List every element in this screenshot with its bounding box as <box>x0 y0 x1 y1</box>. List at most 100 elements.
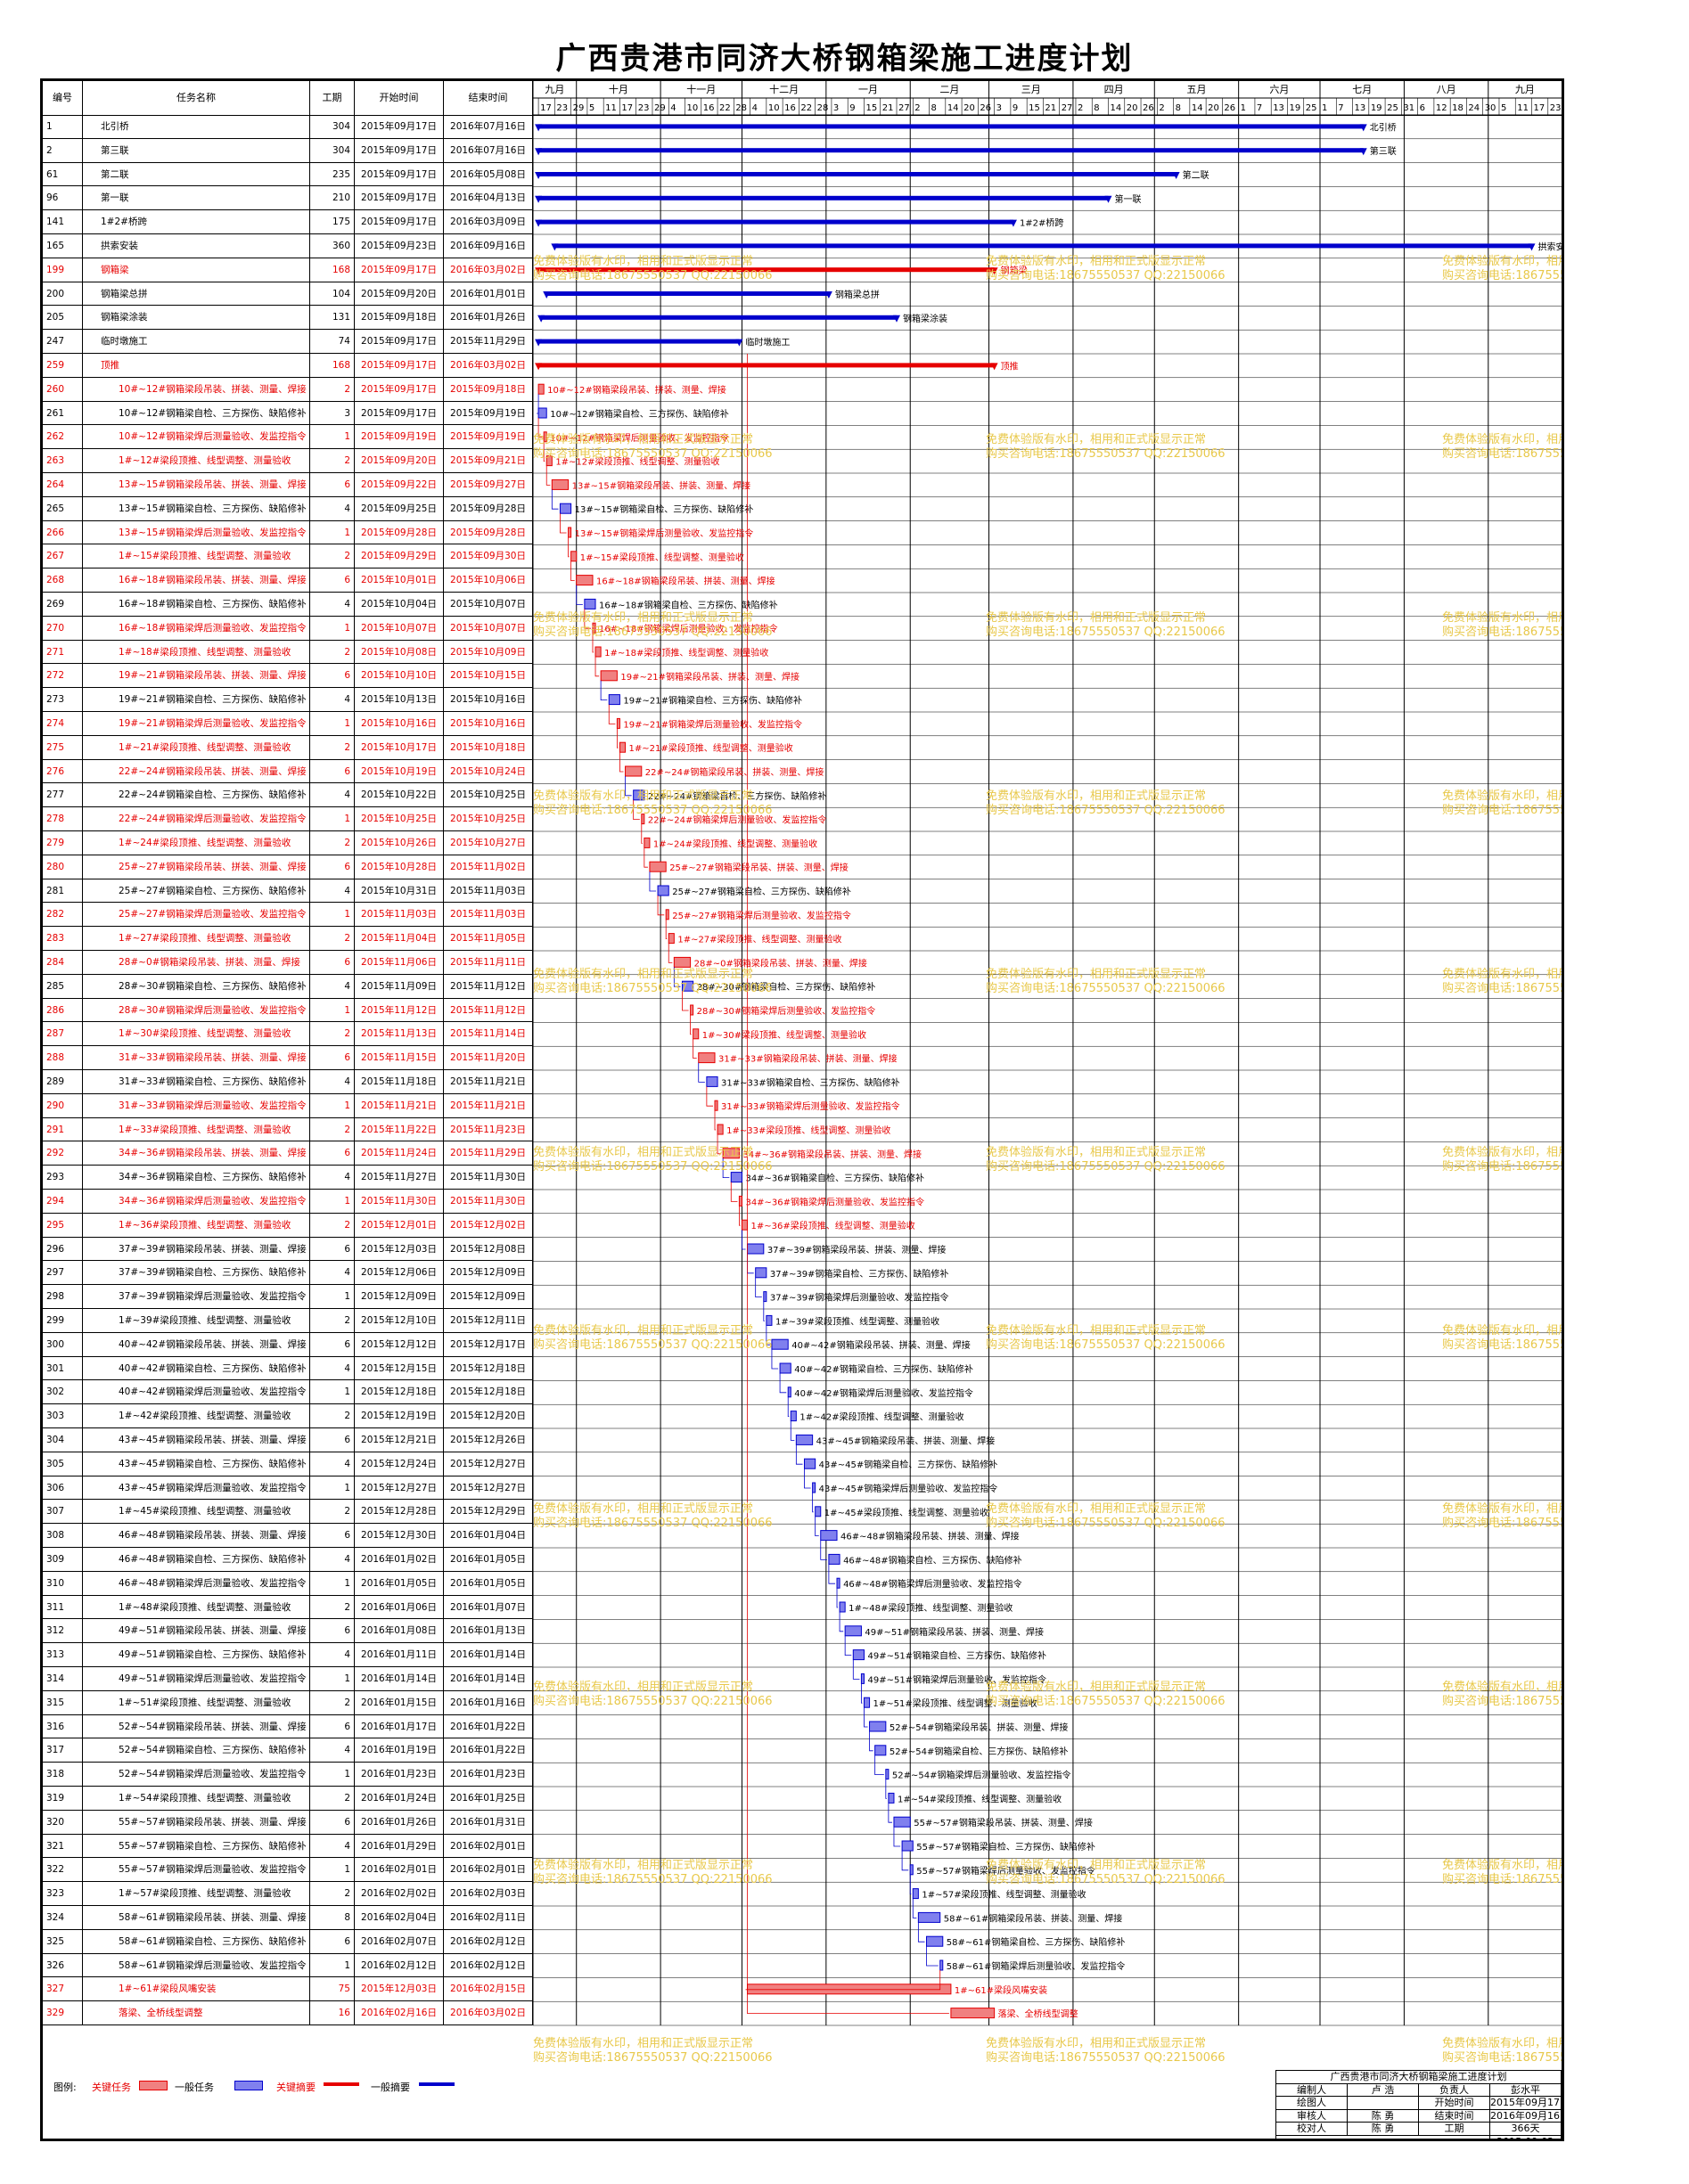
cell-name: 52#~54#钢箱梁自检、三方探伤、缺陷修补 <box>83 1738 310 1763</box>
watermark: 免费体验版有水印，相用和正式版显示正常购买咨询电话:18675550537 QQ… <box>533 611 773 640</box>
cell-id: 304 <box>43 1428 83 1452</box>
cell-duration: 1 <box>310 425 355 449</box>
dependency-link <box>755 1277 762 1297</box>
watermark-line: 购买咨询电话:18675550537 QQ:22150066 <box>986 1695 1226 1708</box>
cell-end: 2015年11月12日 <box>444 998 533 1022</box>
task-bar <box>714 1100 718 1111</box>
table-row: 294 34#~36#钢箱梁焊后测量验收、发监控指令 1 2015年11月30日 201… <box>43 1190 533 1214</box>
cell-end: 2015年12月18日 <box>444 1356 533 1380</box>
page-title: 广西贵港市同济大桥钢箱梁施工进度计划 <box>555 41 1134 77</box>
table-row: 296 37#~39#钢箱梁段吊装、拼装、测量、焊接 6 2015年12月03日 201… <box>43 1237 533 1262</box>
day-label: 14 <box>1111 103 1122 113</box>
day-label: 27 <box>898 103 910 113</box>
dependency-link <box>668 943 673 963</box>
cell-duration: 4 <box>310 1738 355 1763</box>
bar-label: 16#~18#钢箱梁焊后测量验收、发监控指令 <box>599 623 778 634</box>
table-row: 305 43#~45#钢箱梁自检、三方探伤、缺陷修补 4 2015年12月24日 201… <box>43 1452 533 1476</box>
cell-id: 263 <box>43 449 83 472</box>
table-row: 298 37#~39#钢箱梁焊后测量验收、发监控指令 1 2015年12月09日 201… <box>43 1285 533 1309</box>
cell-start: 2016年02月07日 <box>355 1929 444 1953</box>
task-bar <box>766 1314 773 1326</box>
dependency-link <box>625 776 632 797</box>
watermark-line: 免费体验版有水印，相用和正式版显示正常 <box>1442 611 1562 625</box>
cell-start: 2015年10月07日 <box>355 616 444 640</box>
cell-duration: 1 <box>310 1953 355 1977</box>
cell-end: 2016年01月16日 <box>444 1690 533 1714</box>
table-row: 325 58#~61#钢箱梁自检、三方探伤、缺陷修补 6 2016年02月07日 201… <box>43 1929 533 1954</box>
watermark-line: 购买咨询电话:18675550537 QQ:22150066 <box>986 982 1226 995</box>
col-header-duration: 工期 <box>310 81 355 115</box>
cell-duration: 4 <box>310 1834 355 1858</box>
watermark: 免费体验版有水印，相用和正式版显示正常购买咨询电话:18675550537 QQ… <box>986 1502 1226 1531</box>
cell-id: 298 <box>43 1285 83 1308</box>
table-row: 2 第三联 304 2015年09月17日 2016年07月16日 <box>43 138 533 163</box>
bar-label: 52#~54#钢箱梁焊后测量验收、发监控指令 <box>892 1770 1071 1781</box>
cell-duration: 168 <box>310 258 355 282</box>
day-label: 11 <box>605 103 617 113</box>
cell-id: 278 <box>43 807 83 830</box>
watermark-line: 购买咨询电话:18675550537 QQ:22150066 <box>986 1338 1226 1352</box>
cell-duration: 4 <box>310 1356 355 1380</box>
cell-end: 2015年11月11日 <box>444 951 533 974</box>
day-label: 20 <box>963 103 975 113</box>
cell-end: 2016年04月13日 <box>444 186 533 210</box>
cell-name: 25#~27#钢箱梁段吊装、拼装、测量、焊接 <box>83 855 310 879</box>
task-bar <box>644 837 651 848</box>
task-bar <box>576 575 594 586</box>
cell-end: 2015年10月07日 <box>444 616 533 640</box>
cell-id: 199 <box>43 258 83 282</box>
watermark-line: 购买咨询电话:18675550537 QQ:22150066 <box>1442 269 1562 282</box>
month-label: 十月 <box>609 83 628 95</box>
day-label: 2 <box>1078 103 1083 113</box>
cell-name: 钢箱梁 <box>83 258 310 282</box>
cell-name: 25#~27#钢箱梁自检、三方探伤、缺陷修补 <box>83 879 310 903</box>
cell-end: 2016年01月23日 <box>444 1763 533 1786</box>
bar-label: 1#~36#梁段顶推、线型调整、测量验收 <box>751 1220 915 1231</box>
table-row: 280 25#~27#钢箱梁段吊装、拼装、测量、焊接 6 2015年10月28日 201… <box>43 855 533 879</box>
cell-start: 2015年12月21日 <box>355 1428 444 1452</box>
month-label: 十二月 <box>769 83 799 95</box>
cell-id: 280 <box>43 855 83 879</box>
watermark-line: 免费体验版有水印，相用和正式版显示正常 <box>533 1681 754 1694</box>
table-row: 61 第二联 235 2015年09月17日 2016年05月08日 <box>43 162 533 187</box>
cell-end: 2016年03月09日 <box>444 210 533 233</box>
dependency-link <box>722 1157 730 1178</box>
watermark: 免费体验版有水印，相用和正式版显示正常购买咨询电话:18675550537 QQ… <box>533 255 773 283</box>
day-label: 29 <box>573 103 585 113</box>
month-label: 六月 <box>1269 84 1289 95</box>
cell-id: 322 <box>43 1858 83 1882</box>
cell-id: 295 <box>43 1213 83 1237</box>
tb-cell <box>1348 2097 1419 2109</box>
task-bar <box>893 1816 911 1828</box>
table-row: 319 1#~54#梁段顶推、线型调整、测量验收 2 2016年01月24日 2016年… <box>43 1787 533 1811</box>
cell-end: 2015年09月18日 <box>444 377 533 401</box>
month-label: 五月 <box>1186 84 1206 95</box>
table-row: 278 22#~24#钢箱梁焊后测量验收、发监控指令 1 2015年10月25日 201… <box>43 807 533 831</box>
cell-start: 2015年11月04日 <box>355 927 444 950</box>
bar-label: 52#~54#钢箱梁段吊装、拼装、测量、焊接 <box>890 1722 1069 1733</box>
cell-end: 2016年01月05日 <box>444 1571 533 1595</box>
day-label: 15 <box>865 103 877 113</box>
cell-duration: 3 <box>310 401 355 425</box>
day-label: 8 <box>1094 103 1099 113</box>
bar-label: 37#~39#钢箱梁段吊装、拼装、测量、焊接 <box>767 1244 947 1256</box>
tb-cell: 审核人 <box>1276 2109 1348 2122</box>
cell-start: 2015年09月29日 <box>355 544 444 568</box>
table-row: 282 25#~27#钢箱梁焊后测量验收、发监控指令 1 2015年11月03日 201… <box>43 903 533 928</box>
table-row: 300 40#~42#钢箱梁段吊装、拼装、测量、焊接 6 2015年12月12日 201… <box>43 1332 533 1357</box>
dependency-link <box>619 752 624 773</box>
cell-end: 2015年12月09日 <box>444 1261 533 1285</box>
bar-label: 顶推 <box>1001 360 1019 372</box>
cell-start: 2015年09月17日 <box>355 115 444 138</box>
cell-name: 1#~24#梁段顶推、线型调整、测量验收 <box>83 831 310 855</box>
dependency-link <box>641 823 643 844</box>
cell-end: 2016年02月15日 <box>444 1977 533 2001</box>
bar-label: 49#~51#钢箱梁焊后测量验收、发监控指令 <box>867 1673 1046 1685</box>
day-label: 17 <box>540 103 552 113</box>
cell-start: 2016年01月23日 <box>355 1763 444 1786</box>
day-label: 26 <box>980 103 991 113</box>
watermark-line: 免费体验版有水印，相用和正式版显示正常 <box>533 433 754 446</box>
cell-id: 302 <box>43 1380 83 1404</box>
cell-start: 2015年11月24日 <box>355 1141 444 1166</box>
bar-label: 1#2#桥跨 <box>1020 218 1063 229</box>
